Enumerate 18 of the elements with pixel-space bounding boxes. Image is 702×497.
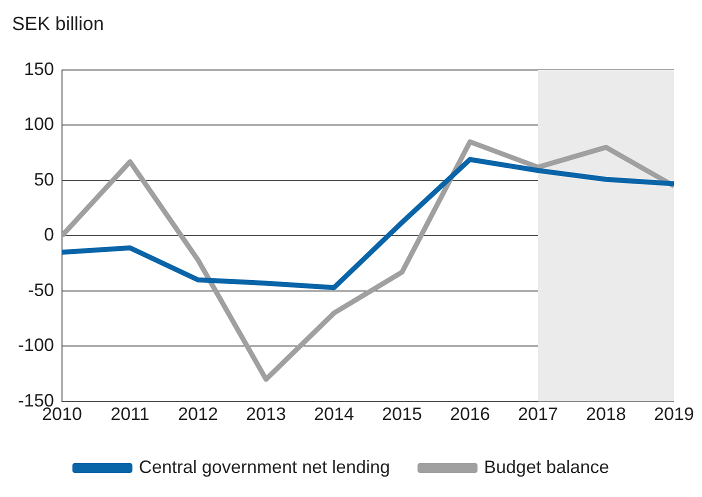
x-tick-label: 2014	[314, 404, 354, 424]
y-tick-label: 150	[24, 58, 54, 79]
x-tick-label: 2019	[654, 404, 694, 424]
x-tick-label: 2011	[110, 404, 150, 424]
x-tick-label: 2018	[586, 404, 626, 424]
y-axis-title: SEK billion	[12, 14, 104, 36]
y-tick-label: 50	[34, 169, 54, 190]
x-tick-label: 2012	[178, 404, 218, 424]
x-tick-label: 2017	[518, 404, 558, 424]
x-tick-label: 2013	[246, 404, 286, 424]
y-tick-label: 100	[24, 114, 54, 134]
legend-label: Central government net lending	[138, 456, 390, 477]
y-tick-label: -50	[28, 280, 54, 300]
y-tick-label: 0	[44, 224, 54, 245]
legend-label: Budget balance	[484, 456, 610, 477]
x-tick-label: 2015	[382, 404, 422, 424]
y-tick-label: -100	[18, 335, 54, 356]
x-tick-label: 2016	[450, 404, 490, 424]
